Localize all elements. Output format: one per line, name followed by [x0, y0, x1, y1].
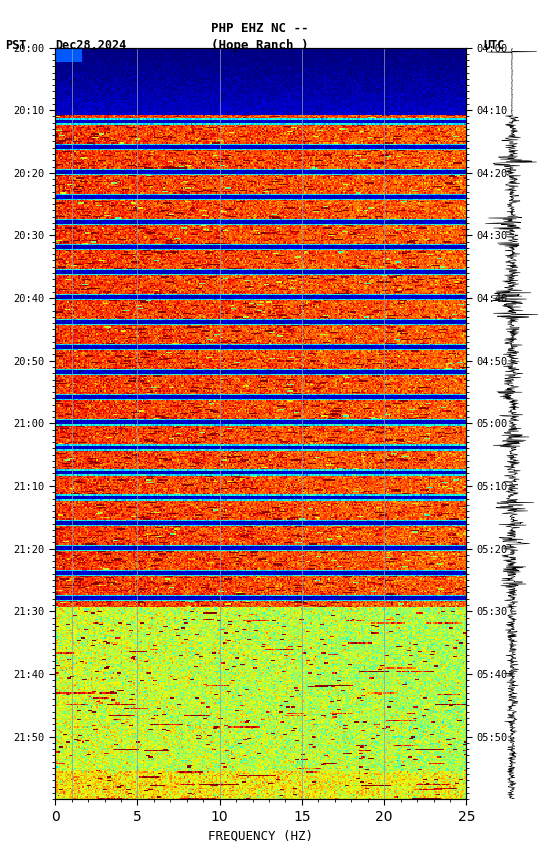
- Text: Dec28,2024: Dec28,2024: [55, 39, 126, 52]
- X-axis label: FREQUENCY (HZ): FREQUENCY (HZ): [208, 829, 314, 842]
- Text: PHP EHZ NC --: PHP EHZ NC --: [211, 22, 308, 35]
- Text: (Hope Ranch ): (Hope Ranch ): [211, 39, 308, 52]
- Text: PST: PST: [6, 39, 27, 52]
- Text: UTC: UTC: [483, 39, 505, 52]
